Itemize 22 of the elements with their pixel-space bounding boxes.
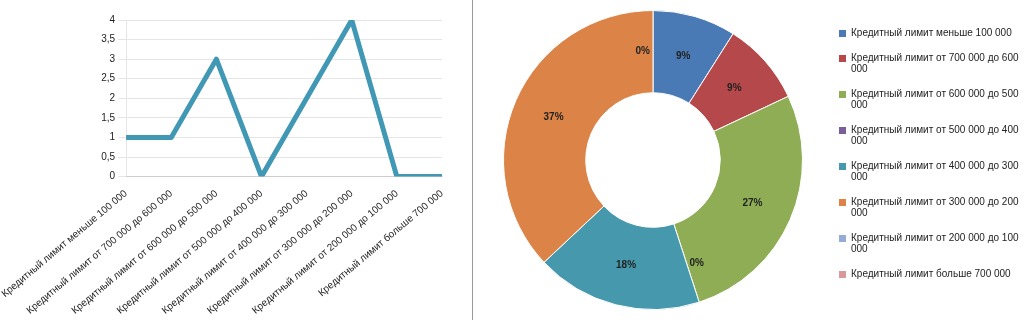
legend-label: Кредитный лимит больше 700 000 [851, 268, 1011, 279]
y-tick-label: 2 [109, 92, 116, 104]
data-label: 18% [616, 258, 637, 270]
data-label: 27% [742, 196, 763, 208]
data-label: 9% [676, 49, 691, 61]
text: 0% [689, 256, 704, 268]
legend-label: Кредитный лимит от 400 000 до 300 000 [851, 160, 1020, 182]
y-tick-label: 2,5 [101, 72, 116, 84]
data-label: 37% [543, 110, 564, 122]
legend-label: Кредитный лимит от 700 000 до 600 000 [851, 52, 1020, 74]
y-tick-label: 0,5 [101, 150, 116, 162]
legend-label: Кредитный лимит от 600 000 до 500 000 [851, 88, 1020, 110]
data-label: 9% [727, 82, 742, 94]
text: 0% [635, 45, 650, 57]
legend-label: Кредитный лимит меньше 100 000 [851, 27, 1012, 38]
y-tick-label: 1 [109, 131, 116, 143]
y-tick-label: 4 [109, 13, 116, 25]
y-tick-label: 3 [109, 52, 116, 64]
y-tick-label: 0 [109, 170, 116, 182]
legend-label: Кредитный лимит от 500 000 до 400 000 [851, 124, 1020, 146]
y-tick-label: 1,5 [101, 111, 116, 123]
y-tick-label: 3,5 [101, 33, 116, 45]
